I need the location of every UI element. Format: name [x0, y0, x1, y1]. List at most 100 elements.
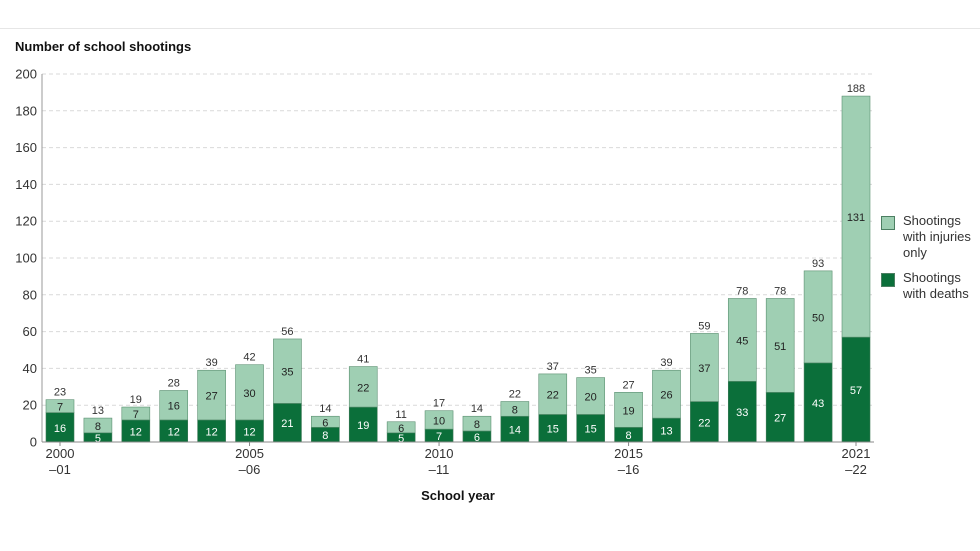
data-label-total: 41 — [357, 354, 369, 366]
data-label-deaths: 22 — [698, 417, 710, 429]
bar-injuries — [690, 333, 719, 402]
y-tick-label: 80 — [23, 287, 37, 302]
data-label-deaths: 12 — [205, 426, 217, 438]
bar-deaths — [690, 401, 719, 443]
x-tick-label: 2021 — [842, 446, 871, 461]
data-label-deaths: 21 — [281, 418, 293, 430]
data-label-injuries: 27 — [205, 391, 217, 403]
bar-deaths — [538, 414, 568, 443]
x-tick-label: 2000 — [46, 446, 75, 461]
data-label-total: 37 — [547, 361, 559, 373]
bar-injuries — [538, 373, 568, 415]
data-label-injuries: 20 — [585, 392, 597, 404]
y-tick-label: 20 — [23, 398, 37, 413]
data-label-injuries: 26 — [660, 390, 672, 402]
data-label-injuries: 6 — [398, 423, 404, 435]
bar-injuries — [348, 366, 378, 408]
data-label-injuries: 16 — [168, 401, 180, 413]
data-label-total: 35 — [585, 365, 597, 377]
data-label-injuries: 51 — [774, 341, 786, 353]
data-label-deaths: 5 — [398, 433, 404, 445]
x-tick-label: 2015 — [614, 446, 643, 461]
data-label-injuries: 131 — [847, 212, 865, 224]
data-label-deaths: 7 — [436, 431, 442, 443]
bar-injuries — [424, 410, 454, 430]
data-label-injuries: 30 — [243, 388, 255, 400]
y-tick-label: 40 — [23, 361, 37, 376]
data-label-deaths: 27 — [774, 413, 786, 425]
y-tick-label: 180 — [15, 103, 37, 118]
legend-label-injuries: Shootings with injuries only — [903, 213, 971, 260]
x-tick-label: 2005 — [235, 446, 264, 461]
data-label-injuries: 37 — [698, 363, 710, 375]
top-divider — [0, 28, 980, 29]
bar-injuries — [614, 392, 643, 428]
bar-deaths — [576, 414, 605, 443]
data-label-total: 78 — [736, 285, 748, 297]
y-tick-label: 140 — [15, 177, 37, 192]
data-label-total: 22 — [509, 389, 521, 401]
data-label-total: 42 — [243, 352, 255, 364]
data-label-deaths: 6 — [474, 432, 480, 444]
data-label-total: 188 — [847, 83, 865, 95]
data-label-total: 78 — [774, 285, 786, 297]
bar-injuries — [83, 417, 113, 434]
bar-injuries — [311, 415, 340, 428]
data-label-injuries: 19 — [622, 405, 634, 417]
bar-injuries — [121, 406, 151, 421]
data-label-injuries: 7 — [133, 409, 139, 421]
data-label-injuries: 6 — [322, 417, 328, 429]
data-label-deaths: 13 — [660, 426, 672, 438]
x-axis-title: School year — [421, 488, 495, 503]
bar-injuries — [235, 364, 264, 421]
y-tick-label: 100 — [15, 251, 37, 266]
bar-injuries — [576, 377, 605, 415]
data-label-deaths: 12 — [130, 426, 142, 438]
data-label-injuries: 8 — [95, 421, 101, 433]
x-tick-label: –22 — [845, 462, 867, 477]
data-label-total: 27 — [622, 379, 634, 391]
x-tick-label: –11 — [429, 462, 450, 477]
data-label-total: 28 — [168, 377, 180, 389]
data-label-total: 19 — [130, 394, 142, 406]
data-label-total: 39 — [205, 357, 217, 369]
bar-injuries — [727, 298, 757, 382]
data-label-deaths: 5 — [95, 433, 101, 445]
y-axis-title: Number of school shootings — [15, 39, 192, 54]
data-label-deaths: 14 — [509, 425, 521, 437]
data-label-deaths: 15 — [547, 424, 559, 436]
data-label-deaths: 43 — [812, 398, 824, 410]
data-label-total: 23 — [54, 387, 66, 399]
x-tick-label: –01 — [49, 462, 71, 477]
bar-injuries — [462, 415, 492, 432]
bar-deaths — [841, 336, 871, 443]
x-tick-label: –06 — [239, 462, 261, 477]
data-label-injuries: 45 — [736, 335, 748, 347]
y-tick-label: 120 — [15, 214, 37, 229]
data-label-injuries: 22 — [357, 382, 369, 394]
bar-deaths — [803, 362, 833, 443]
bar-injuries — [273, 338, 302, 404]
data-label-total: 56 — [281, 326, 293, 338]
y-tick-label: 0 — [30, 435, 37, 450]
data-label-deaths: 12 — [243, 426, 255, 438]
data-label-deaths: 33 — [736, 407, 748, 419]
legend-swatch-deaths — [881, 273, 895, 287]
bar-injuries — [652, 369, 681, 419]
data-label-deaths: 15 — [585, 424, 597, 436]
data-label-injuries: 10 — [433, 415, 445, 427]
y-tick-label: 200 — [15, 67, 37, 82]
data-label-injuries: 8 — [512, 404, 518, 416]
data-label-injuries: 8 — [474, 419, 480, 431]
legend-label-deaths: Shootings with deaths — [903, 270, 969, 301]
y-tick-label: 160 — [15, 140, 37, 155]
data-label-total: 39 — [660, 357, 672, 369]
data-label-deaths: 12 — [168, 426, 180, 438]
bar-injuries — [197, 369, 226, 421]
data-label-injuries: 7 — [57, 402, 63, 414]
data-label-total: 11 — [395, 409, 406, 421]
bar-injuries — [765, 298, 795, 393]
bar-injuries — [159, 390, 189, 421]
bar-deaths — [500, 415, 530, 443]
